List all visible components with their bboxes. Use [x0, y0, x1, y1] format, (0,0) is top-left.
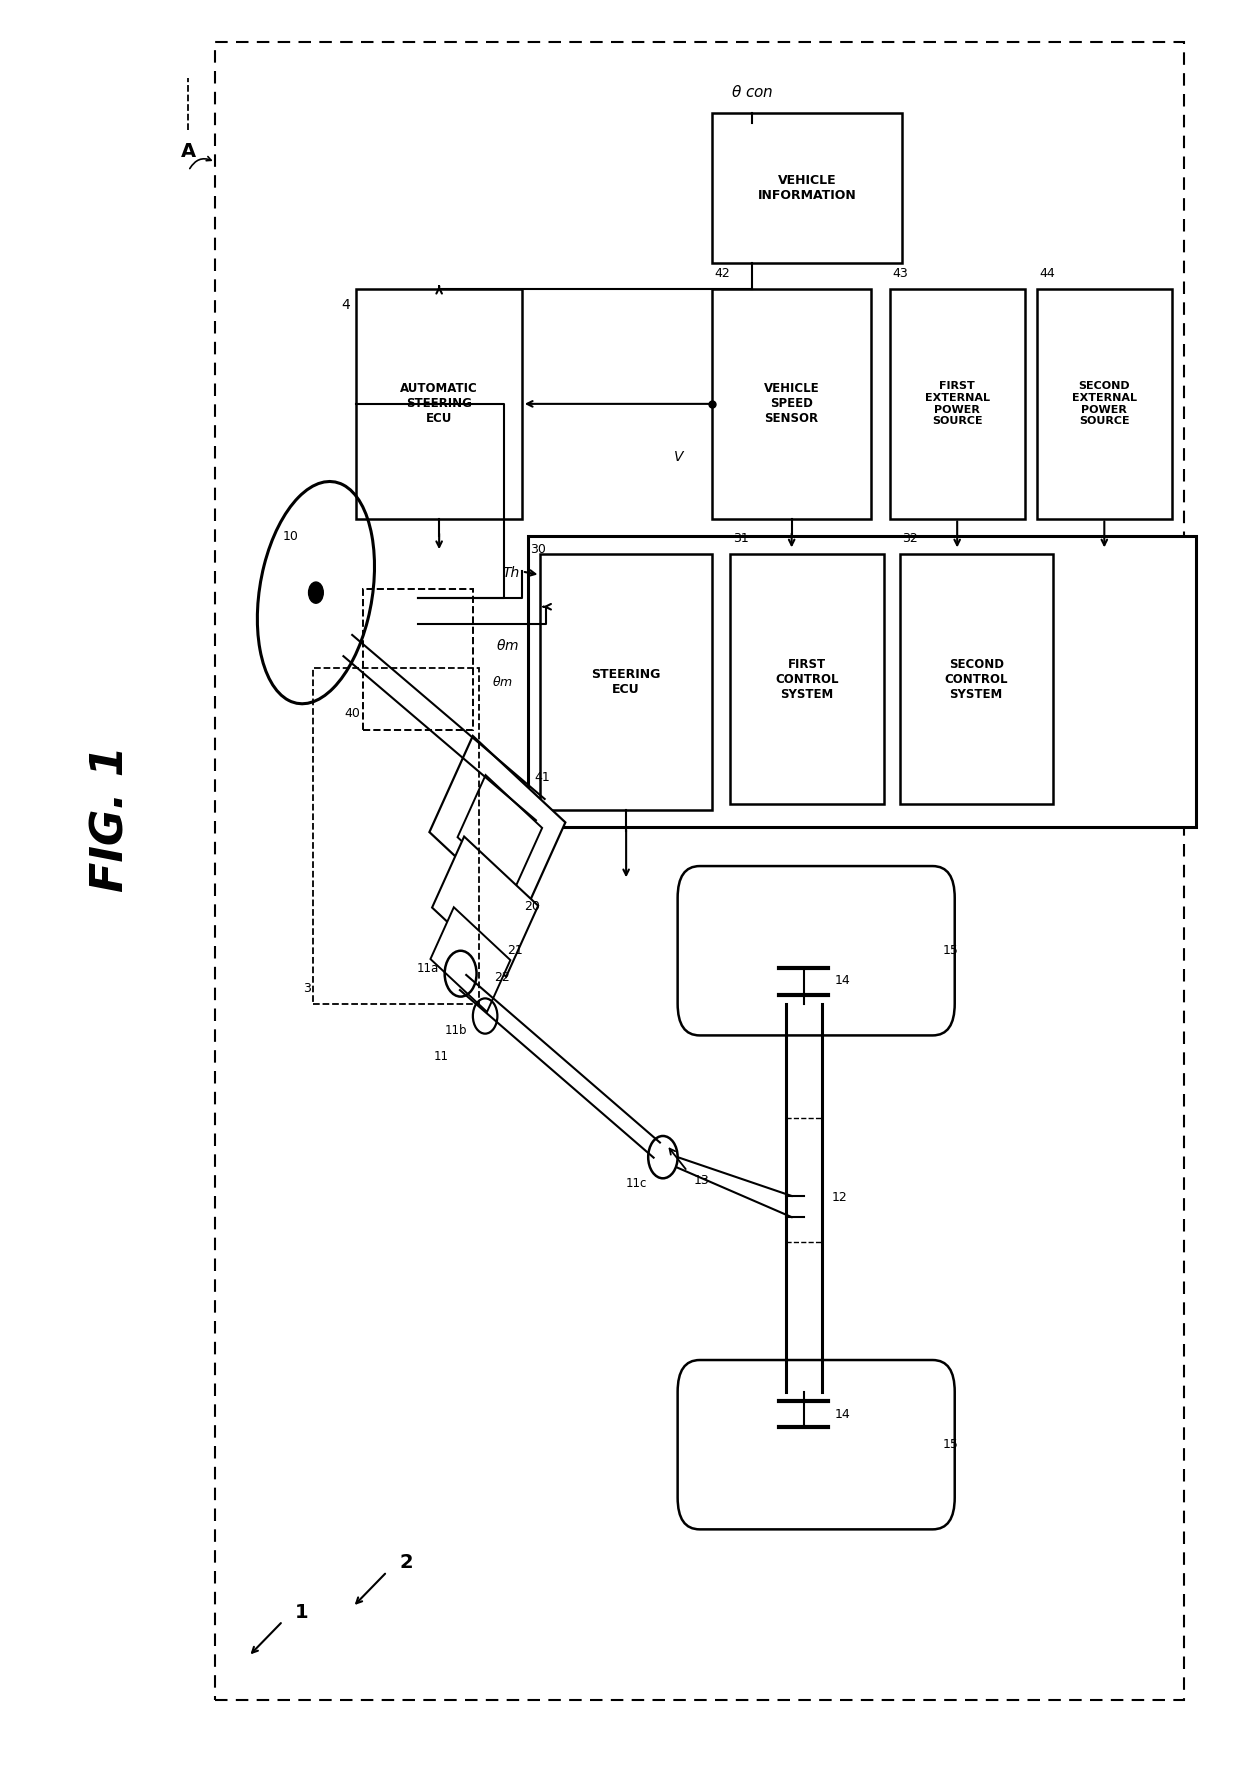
Text: 20: 20 [525, 900, 541, 914]
FancyBboxPatch shape [541, 553, 712, 809]
Text: V: V [675, 450, 683, 464]
Text: $\theta$m: $\theta$m [496, 638, 520, 654]
Text: SECOND
CONTROL
SYSTEM: SECOND CONTROL SYSTEM [945, 658, 1008, 701]
Text: 21: 21 [507, 944, 523, 957]
Text: 11: 11 [433, 1051, 449, 1063]
Text: 42: 42 [714, 267, 730, 281]
Text: STEERING
ECU: STEERING ECU [591, 669, 661, 695]
Text: FIRST
EXTERNAL
POWER
SOURCE: FIRST EXTERNAL POWER SOURCE [925, 382, 990, 427]
FancyBboxPatch shape [677, 1360, 955, 1529]
Text: 11c: 11c [626, 1177, 647, 1189]
Text: VEHICLE
INFORMATION: VEHICLE INFORMATION [758, 174, 857, 201]
FancyBboxPatch shape [899, 553, 1053, 804]
Text: 44: 44 [1039, 267, 1055, 281]
Text: 11b: 11b [444, 1024, 466, 1037]
Text: 43: 43 [893, 267, 908, 281]
FancyBboxPatch shape [430, 907, 511, 1012]
FancyBboxPatch shape [432, 836, 538, 976]
FancyBboxPatch shape [1037, 290, 1172, 519]
Text: 4: 4 [341, 299, 350, 311]
FancyBboxPatch shape [730, 553, 884, 804]
Text: 10: 10 [283, 530, 299, 542]
Text: 3: 3 [303, 981, 311, 996]
Text: 22: 22 [494, 971, 510, 983]
FancyBboxPatch shape [712, 112, 901, 263]
FancyBboxPatch shape [429, 736, 565, 919]
Text: $\theta$ con: $\theta$ con [732, 84, 774, 100]
Text: $\theta$m: $\theta$m [492, 674, 513, 688]
Circle shape [309, 581, 324, 603]
Text: 31: 31 [733, 532, 749, 546]
Text: 14: 14 [835, 974, 851, 987]
Text: A: A [181, 142, 196, 162]
Text: 13: 13 [693, 1173, 709, 1186]
Text: AUTOMATIC
STEERING
ECU: AUTOMATIC STEERING ECU [401, 382, 479, 425]
Text: 41: 41 [534, 772, 549, 784]
Text: FIG. 1: FIG. 1 [89, 745, 133, 893]
FancyBboxPatch shape [890, 290, 1024, 519]
FancyBboxPatch shape [677, 866, 955, 1035]
Text: 15: 15 [942, 1438, 959, 1451]
Text: 1: 1 [295, 1602, 309, 1622]
Text: 2: 2 [399, 1554, 413, 1572]
Text: Th: Th [502, 565, 520, 580]
FancyBboxPatch shape [528, 537, 1197, 827]
Text: VEHICLE
SPEED
SENSOR: VEHICLE SPEED SENSOR [764, 382, 820, 425]
Text: 14: 14 [835, 1408, 851, 1421]
FancyBboxPatch shape [712, 290, 872, 519]
Text: FIRST
CONTROL
SYSTEM: FIRST CONTROL SYSTEM [775, 658, 838, 701]
Text: 11a: 11a [417, 962, 439, 974]
Text: 30: 30 [531, 544, 547, 557]
Text: 32: 32 [901, 532, 918, 546]
Text: 12: 12 [832, 1191, 848, 1204]
Text: 15: 15 [942, 944, 959, 957]
Text: 40: 40 [345, 706, 360, 720]
FancyBboxPatch shape [356, 290, 522, 519]
FancyBboxPatch shape [458, 775, 542, 891]
Text: SECOND
EXTERNAL
POWER
SOURCE: SECOND EXTERNAL POWER SOURCE [1071, 382, 1137, 427]
